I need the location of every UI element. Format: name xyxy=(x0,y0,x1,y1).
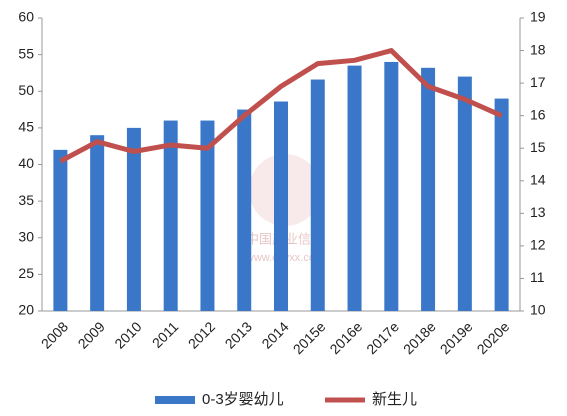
y-tick-label: 30 xyxy=(18,228,34,244)
bar xyxy=(347,65,362,311)
y2-tick-label: 18 xyxy=(530,41,546,57)
x-tick-label: 2018e xyxy=(400,318,439,357)
y2-tick-label: 12 xyxy=(530,237,546,253)
bar xyxy=(384,61,399,312)
y-tick-label: 20 xyxy=(18,302,34,318)
bar xyxy=(457,76,472,311)
y2-tick-label: 13 xyxy=(530,204,546,220)
y-tick-label: 45 xyxy=(18,119,34,135)
x-tick-label: 2012 xyxy=(185,318,218,351)
legend-label: 新生儿 xyxy=(372,391,417,408)
x-tick-label: 2015e xyxy=(290,318,329,357)
y2-tick-label: 19 xyxy=(530,9,546,25)
x-tick-label: 2008 xyxy=(38,318,71,351)
x-tick-label: 2019e xyxy=(437,318,476,357)
bar xyxy=(163,120,178,311)
bar xyxy=(421,67,436,311)
y-tick-label: 50 xyxy=(18,82,34,98)
bar xyxy=(237,109,252,311)
y2-tick-label: 14 xyxy=(530,171,546,187)
x-tick-label: 2014 xyxy=(258,318,291,351)
y2-tick-label: 15 xyxy=(530,139,546,155)
x-tick-label: 2011 xyxy=(149,318,182,351)
x-tick-label: 2020e xyxy=(474,318,513,357)
x-tick-label: 2017e xyxy=(363,318,402,357)
bar xyxy=(90,135,105,311)
bar xyxy=(200,120,215,311)
y2-tick-label: 16 xyxy=(530,106,546,122)
bar xyxy=(274,101,288,311)
y2-tick-label: 17 xyxy=(530,74,546,90)
bar xyxy=(494,98,509,311)
y-tick-label: 35 xyxy=(18,192,34,208)
bar xyxy=(126,127,141,311)
x-tick-label: 2010 xyxy=(111,318,144,351)
x-tick-label: 2016e xyxy=(326,318,365,357)
y2-tick-label: 10 xyxy=(530,302,546,318)
line xyxy=(59,48,503,164)
x-tick-label: 2013 xyxy=(222,318,255,351)
x-tick-label: 2009 xyxy=(75,318,108,351)
y-tick-label: 25 xyxy=(18,265,34,281)
y-tick-label: 40 xyxy=(18,155,34,171)
y2-tick-label: 11 xyxy=(530,269,545,285)
y-tick-label: 55 xyxy=(18,45,34,61)
bar xyxy=(53,149,68,311)
legend-swatch xyxy=(155,396,195,404)
bar xyxy=(310,79,325,311)
legend-label: 0-3岁婴幼儿 xyxy=(202,391,284,408)
y-tick-label: 60 xyxy=(18,9,34,25)
